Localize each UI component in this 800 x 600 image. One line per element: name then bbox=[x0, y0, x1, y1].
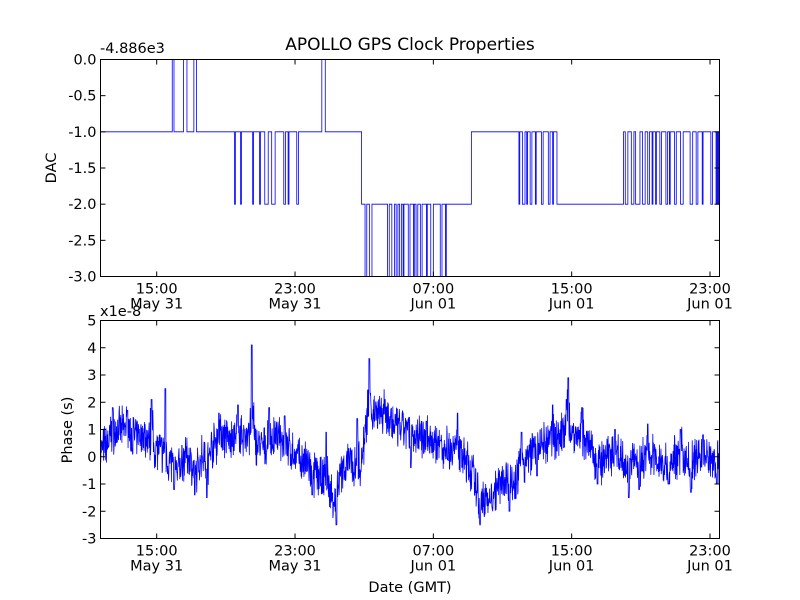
dac-xtick-date-label: Jun 01 bbox=[409, 297, 456, 313]
phase-offset-label: x1e-8 bbox=[100, 304, 141, 320]
chart-title: APOLLO GPS Clock Properties bbox=[285, 35, 535, 55]
dac-xtick-date-label: May 31 bbox=[268, 297, 321, 313]
phase-series-layer bbox=[100, 344, 720, 526]
phase-ytick-label: 1 bbox=[87, 423, 96, 439]
dac-xtick-date-label: May 31 bbox=[130, 297, 183, 313]
phase-xtick-time-label: 23:00 bbox=[274, 544, 316, 560]
dac-ytick-label: -3.0 bbox=[68, 270, 96, 286]
dac-ytick-label: -1.5 bbox=[68, 161, 96, 177]
phase-y-axis-label: Phase (s) bbox=[60, 397, 76, 464]
phase-xtick-date-label: May 31 bbox=[130, 559, 183, 575]
dac-ytick-label: -2.5 bbox=[68, 233, 96, 249]
phase-ytick-label: -2 bbox=[82, 504, 96, 520]
phase-xtick-time-label: 23:00 bbox=[689, 544, 731, 560]
phase-xtick-date-label: Jun 01 bbox=[686, 559, 733, 575]
dac-offset-label: -4.886e3 bbox=[100, 41, 165, 57]
dac-xtick-time-label: 15:00 bbox=[136, 282, 178, 298]
phase-xtick-time-label: 15:00 bbox=[551, 544, 593, 560]
dac-xtick-date-label: Jun 01 bbox=[686, 297, 733, 313]
phase-xtick-time-label: 07:00 bbox=[412, 544, 454, 560]
dac-y-axis-label: DAC bbox=[44, 153, 60, 184]
dac-ytick-label: -2.0 bbox=[68, 197, 96, 213]
dac-xtick-time-label: 23:00 bbox=[689, 282, 731, 298]
phase-ytick-label: -1 bbox=[82, 477, 96, 493]
phase-xtick-date-label: Jun 01 bbox=[409, 559, 456, 575]
dac-axes: APOLLO GPS Clock Properties -4.886e3 DAC… bbox=[44, 35, 733, 313]
phase-ytick-label: 4 bbox=[87, 341, 96, 357]
phase-axes: x1e-8 Phase (s) Date (GMT) 5 4 3 2 1 0 -1 -2 -3 1… bbox=[60, 304, 733, 596]
phase-plot-frame bbox=[100, 320, 720, 539]
phase-ytick-label: 5 bbox=[87, 314, 96, 330]
dac-ytick-label: -0.5 bbox=[68, 89, 96, 105]
dac-xtick-time-label: 23:00 bbox=[274, 282, 316, 298]
phase-ytick-label: -3 bbox=[82, 532, 96, 548]
dac-ytick-label: 0.0 bbox=[73, 53, 96, 69]
dac-xtick-time-label: 07:00 bbox=[412, 282, 454, 298]
dac-plot-frame bbox=[100, 59, 720, 277]
phase-ytick-label: 3 bbox=[87, 368, 96, 384]
phase-xtick-date-label: May 31 bbox=[268, 559, 321, 575]
phase-xtick-date-label: Jun 01 bbox=[548, 559, 595, 575]
dac-ytick-label: -1.0 bbox=[68, 125, 96, 141]
phase-ytick-label: 2 bbox=[87, 395, 96, 411]
dac-xtick-time-label: 15:00 bbox=[551, 282, 593, 298]
phase-xtick-time-label: 15:00 bbox=[136, 544, 178, 560]
phase-series-line bbox=[100, 344, 720, 526]
phase-x-axis-label: Date (GMT) bbox=[368, 580, 451, 596]
phase-ytick-label: 0 bbox=[87, 450, 96, 466]
dac-xtick-date-label: Jun 01 bbox=[548, 297, 595, 313]
